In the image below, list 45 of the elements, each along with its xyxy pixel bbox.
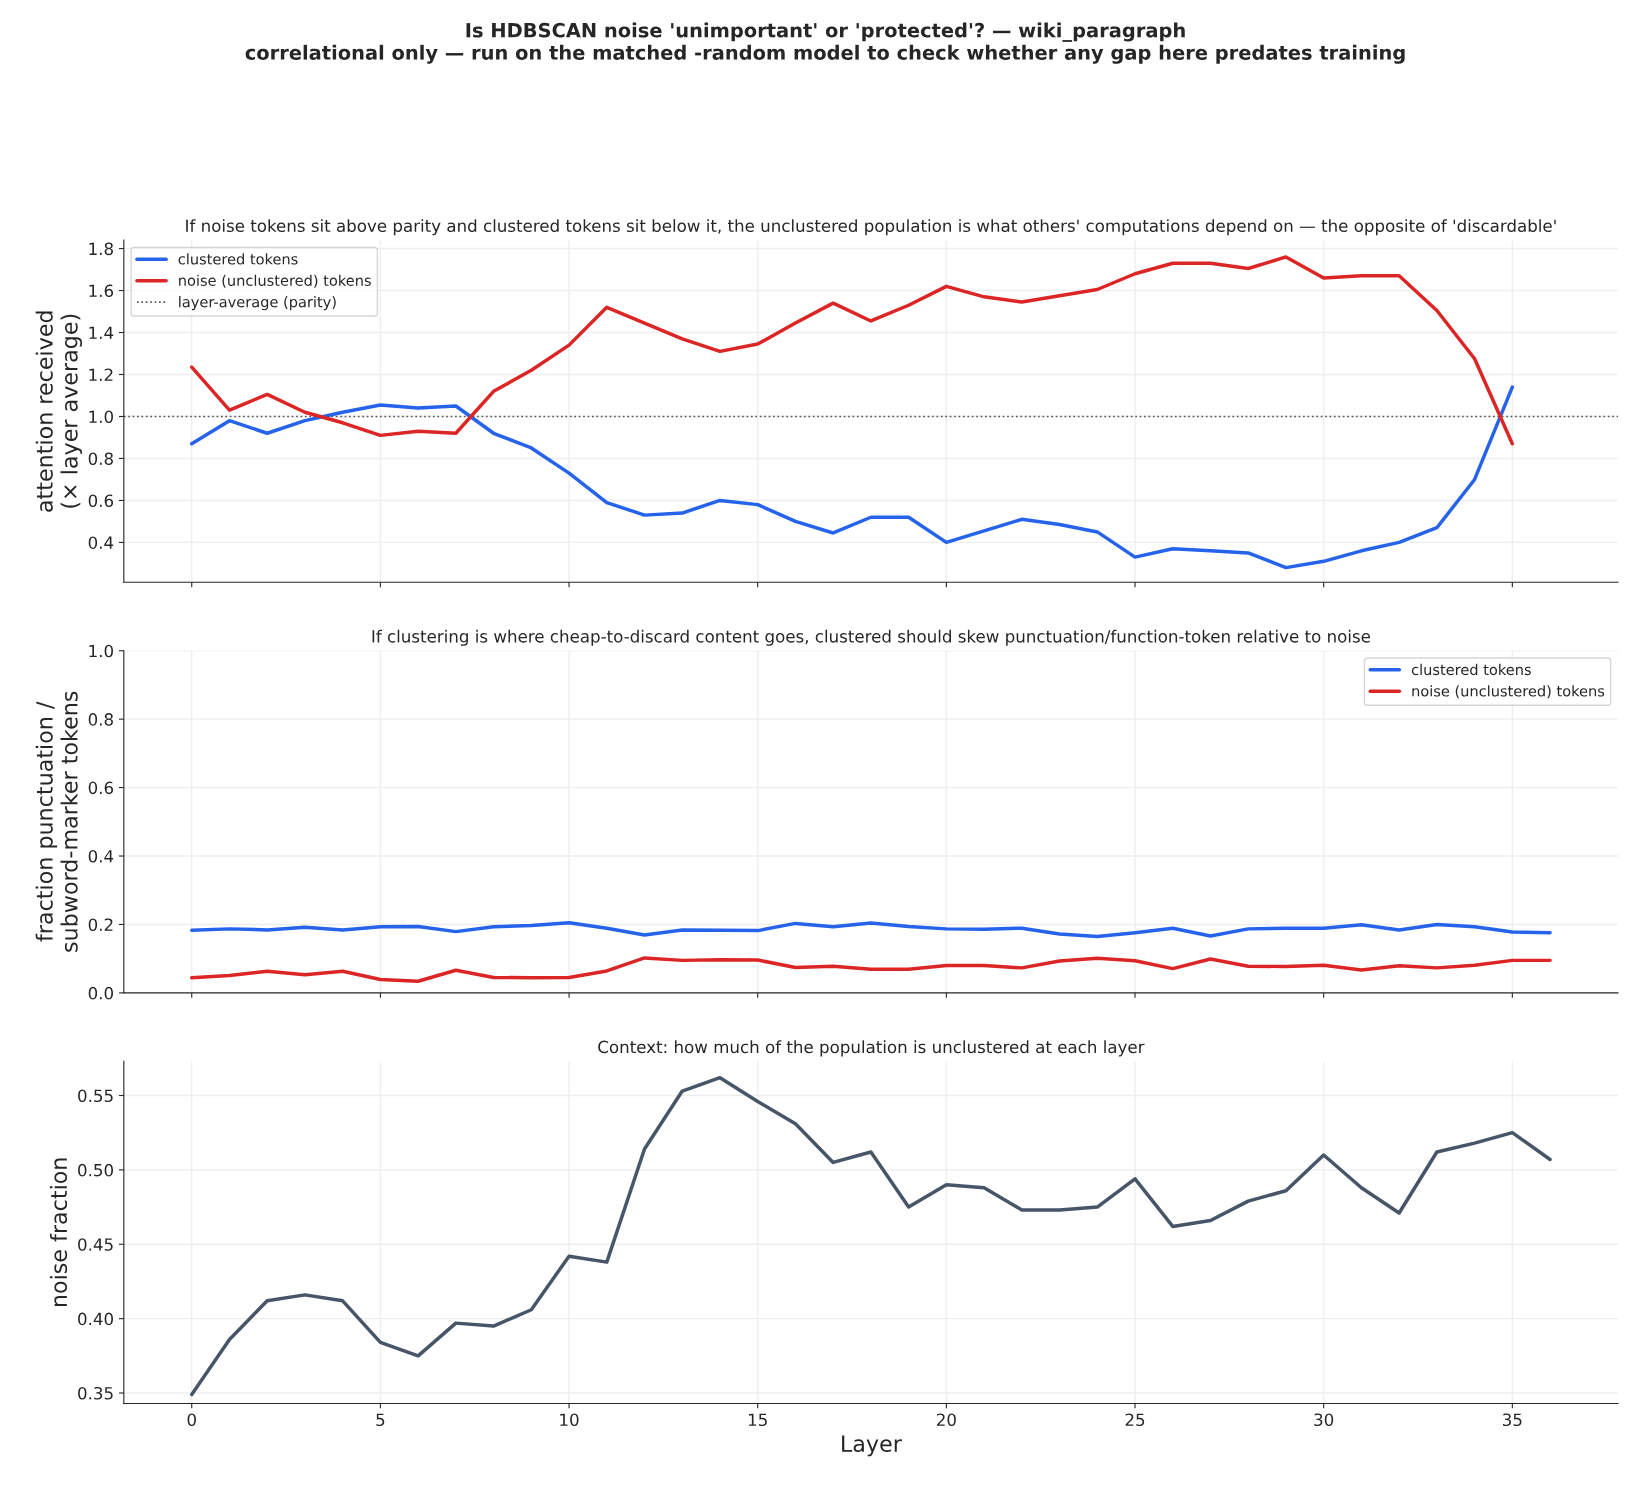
y-tick-label: 1.4 [89,326,114,339]
y-axis-title: attention received (× layer average) [35,311,83,512]
y-tick-label: 1.8 [89,242,113,256]
y-tick-label: 0.0 [88,986,113,1000]
x-tick-label: 10 [560,1413,579,1427]
chart-title: Is HDBSCAN noise 'unimportant' or 'protected'? — wiki_paragraph [466,22,1185,42]
y-tick-label: 0.4 [88,849,114,863]
y-tick-label: 0.6 [88,494,114,508]
chart-title: Context: how much of the population is unclustered at each layer [598,1040,1145,1057]
x-tick-label: 35 [1503,1413,1522,1427]
y-tick-label: 1.0 [89,410,113,424]
chart-subtitle: correlational only — run on the matched -random model to check whether any gap here predates training [245,44,1405,64]
x-tick-label: 5 [376,1413,385,1427]
x-tick-label: 20 [936,1413,956,1427]
y-axis-title: noise fraction [49,1158,68,1307]
y-tick-label: 0.4 [88,536,114,549]
y-tick-label: 0.8 [88,713,113,726]
y-tick-label: 1.6 [89,284,114,298]
x-tick-label: 15 [748,1413,767,1427]
y-tick-label: 0.35 [78,1386,113,1400]
y-tick-label: 0.40 [78,1312,113,1326]
y-tick-label: 0.45 [78,1238,113,1251]
y-tick-label: 0.55 [78,1089,113,1103]
legend-label: clustered tokens [1411,663,1531,676]
y-tick-label: 1.2 [89,368,113,381]
x-tick-label: 30 [1314,1413,1334,1427]
x-tick-label: 0 [187,1413,196,1427]
y-tick-label: 1.0 [89,644,113,658]
legend-label: layer-average (parity) [179,296,336,311]
chart-title: If clustering is where cheap-to-discard content goes, clustered should skew punctuation/function-token relative to noise [372,629,1371,646]
x-tick-label: 25 [1125,1413,1145,1427]
line-series [190,920,1552,939]
y-tick-label: 0.50 [78,1163,113,1177]
y-tick-label: 0.2 [88,918,113,932]
y-tick-label: 0.8 [88,452,113,466]
x-axis-title: Layer [842,1435,902,1457]
legend-label: noise (unclustered) tokens [179,274,371,288]
line-series [190,956,1552,983]
y-tick-label: 0.6 [88,781,114,795]
text: If noise tokens sit above parity and clustered tokens sit below it, the unclustered population is what others' computations depend on — the opposite of 'discardable' [186,219,1556,236]
y-axis-title: fraction punctuation / subword-marker tokens [35,691,78,952]
legend-label: clustered tokens [178,253,298,265]
line-series [190,1075,1552,1397]
line-series [190,385,1515,570]
legend-label: noise (unclustered) tokens [1412,685,1605,699]
